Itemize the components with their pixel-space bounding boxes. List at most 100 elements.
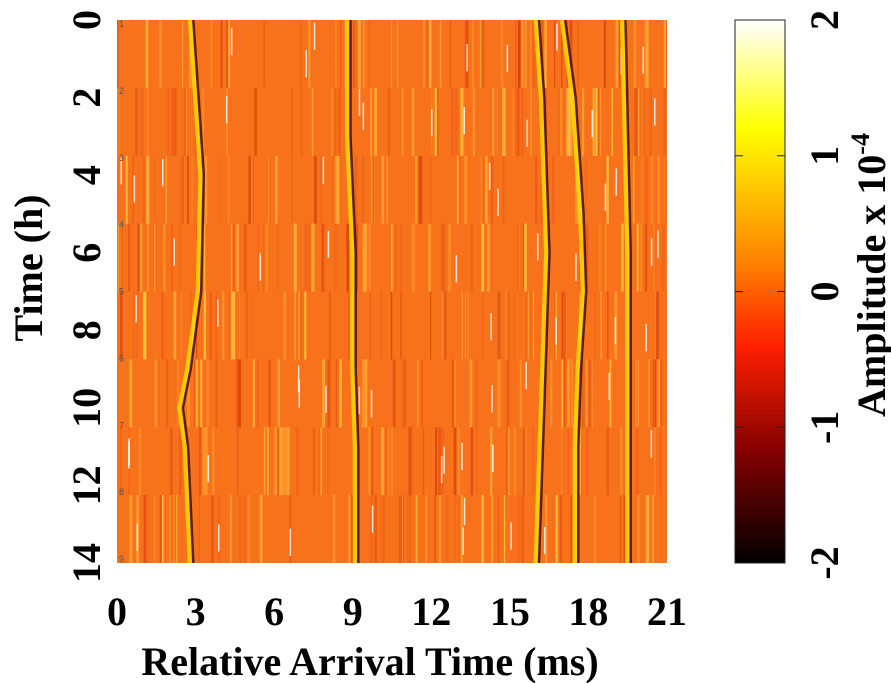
- texture-streak: [654, 223, 657, 292]
- texture-streak: [394, 223, 397, 292]
- texture-streak: [554, 20, 556, 88]
- texture-highlight: [645, 324, 647, 352]
- colorbar-tick-label: -1: [802, 411, 847, 444]
- texture-streak: [411, 223, 414, 292]
- texture-streak: [135, 87, 138, 156]
- texture-streak: [425, 20, 429, 88]
- texture-streak: [430, 291, 432, 360]
- texture-streak: [164, 155, 167, 224]
- texture-streak: [153, 495, 156, 563]
- texture-streak: [339, 155, 341, 224]
- texture-streak: [222, 291, 225, 360]
- texture-streak: [354, 155, 358, 224]
- texture-streak: [259, 495, 263, 563]
- texture-highlight: [443, 446, 445, 474]
- texture-streak: [619, 495, 621, 563]
- texture-streak: [655, 359, 657, 428]
- texture-streak: [647, 495, 650, 563]
- texture-streak: [320, 155, 323, 224]
- texture-streak: [561, 359, 564, 428]
- texture-streak: [522, 427, 525, 496]
- texture-highlight: [135, 295, 137, 323]
- texture-streak: [350, 495, 353, 563]
- texture-streak: [265, 223, 269, 292]
- texture-highlight: [506, 45, 509, 73]
- arrival-path-bright: [533, 20, 550, 563]
- texture-streak: [296, 427, 300, 496]
- texture-streak: [469, 359, 473, 428]
- texture-streak: [158, 20, 161, 88]
- texture-streak: [434, 87, 437, 156]
- texture-streak: [171, 223, 173, 292]
- texture-streak: [417, 359, 419, 428]
- texture-streak: [161, 495, 164, 563]
- texture-streak: [503, 87, 506, 156]
- texture-streak: [582, 359, 584, 428]
- texture-streak: [415, 495, 418, 563]
- texture-streak: [401, 495, 403, 563]
- texture-streak: [413, 223, 416, 292]
- x-tick-label: 21: [647, 589, 687, 634]
- texture-streak: [331, 87, 333, 156]
- texture-streak: [451, 87, 454, 156]
- heatmap-texture: [117, 20, 667, 563]
- texture-streak: [409, 427, 413, 496]
- texture-streak: [175, 495, 178, 563]
- texture-streak: [361, 359, 365, 428]
- texture-highlight: [497, 188, 499, 216]
- texture-streak: [180, 155, 183, 224]
- texture-streak: [558, 87, 560, 156]
- arrival-path-bright: [345, 20, 358, 563]
- texture-streak: [442, 223, 445, 292]
- texture-streak: [522, 223, 526, 292]
- texture-streak: [513, 291, 516, 360]
- texture-streak: [635, 427, 639, 496]
- texture-streak: [586, 427, 589, 496]
- texture-streak: [182, 155, 185, 224]
- texture-streak: [415, 155, 417, 224]
- texture-streak: [400, 291, 403, 360]
- texture-streak: [555, 495, 558, 563]
- texture-streak: [606, 155, 609, 224]
- texture-streak: [599, 223, 601, 292]
- texture-streak: [530, 20, 532, 88]
- texture-streak: [267, 427, 269, 496]
- texture-streak: [187, 155, 190, 224]
- texture-streak: [484, 155, 488, 224]
- texture-highlight: [431, 109, 433, 137]
- texture-streak: [347, 495, 349, 563]
- texture-streak: [348, 495, 352, 563]
- texture-streak: [145, 155, 148, 224]
- texture-streak: [279, 427, 281, 496]
- texture-streak: [332, 495, 336, 563]
- texture-streak: [145, 20, 149, 88]
- texture-streak: [284, 427, 287, 496]
- texture-highlight: [133, 175, 136, 203]
- texture-streak: [558, 495, 562, 563]
- texture-streak: [593, 495, 597, 563]
- texture-streak: [480, 155, 482, 224]
- colorbar-title: Amplitude x 10-4: [846, 133, 891, 417]
- texture-streak: [506, 359, 508, 428]
- texture-streak: [516, 87, 520, 156]
- texture-streak: [399, 495, 401, 563]
- texture-streak: [503, 87, 506, 156]
- texture-streak: [457, 155, 459, 224]
- colorbar: 2 1 0 -1 -2 Amplitude x 10-4: [734, 10, 891, 580]
- texture-streak: [533, 291, 535, 360]
- texture-streak: [187, 359, 191, 428]
- texture-streak: [391, 223, 394, 292]
- texture-streak: [183, 87, 186, 156]
- texture-streak: [396, 20, 399, 88]
- texture-streak: [443, 291, 447, 360]
- x-tick-label: 6: [264, 589, 284, 634]
- texture-streak: [385, 427, 387, 496]
- texture-streak: [519, 359, 522, 428]
- texture-streak: [391, 20, 393, 88]
- texture-streak: [356, 223, 358, 292]
- colorbar-tick-label: 1: [802, 146, 847, 166]
- texture-streak: [481, 495, 484, 563]
- texture-streak: [453, 427, 457, 496]
- texture-streak: [203, 291, 206, 360]
